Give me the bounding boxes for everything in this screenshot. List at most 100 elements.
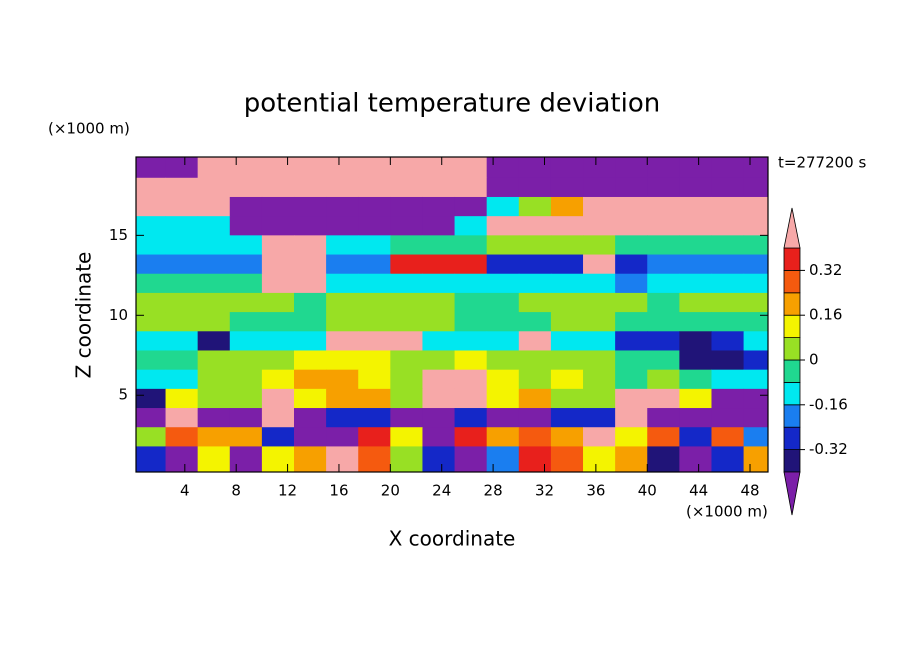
contour-cell (615, 427, 648, 447)
contour-cell (518, 331, 552, 351)
contour-cell (518, 446, 552, 472)
contour-cell (294, 177, 327, 198)
contour-cell (390, 216, 423, 236)
contour-cell (647, 427, 680, 447)
contour-cell (647, 177, 680, 198)
contour-cell (390, 254, 423, 275)
contour-cell (136, 388, 167, 409)
contour-cell (294, 254, 327, 275)
contour-cell (615, 312, 648, 332)
contour-cell (615, 331, 648, 351)
contour-cell (743, 312, 768, 332)
contour-cell (679, 254, 712, 275)
contour-cell (294, 312, 327, 332)
contour-cell (454, 331, 488, 351)
contour-cell (165, 350, 199, 371)
contour-cell (454, 446, 488, 472)
contour-cell (583, 235, 616, 256)
colorbar-tick-label: -0.16 (809, 395, 848, 413)
contour-cell (647, 196, 680, 217)
contour-cell (679, 408, 712, 428)
contour-cell (711, 157, 745, 179)
contour-cell (229, 331, 263, 351)
contour-cell (550, 408, 584, 428)
contour-cell (454, 292, 488, 313)
contour-cell (261, 157, 295, 179)
contour-cell (358, 369, 391, 390)
contour-cell (294, 369, 327, 390)
contour-cell (743, 408, 768, 428)
contour-cell (422, 350, 456, 371)
contour-cell (454, 157, 488, 179)
contour-cell (422, 235, 456, 256)
contour-cell (743, 273, 768, 294)
contour-cell (390, 177, 423, 198)
contour-cell (743, 292, 768, 313)
contour-cell (550, 446, 584, 472)
time-label: t=277200 s (778, 154, 866, 172)
contour-cell (326, 273, 359, 294)
contour-cell (647, 216, 680, 236)
x-tick-label: 44 (689, 482, 708, 500)
contour-cell (136, 427, 167, 447)
contour-cell (422, 254, 456, 275)
contour-cell (229, 292, 263, 313)
contour-cell (136, 235, 167, 256)
contour-cell (390, 196, 423, 217)
contour-cell (486, 331, 520, 351)
contour-cell (454, 350, 488, 371)
contour-cell (261, 408, 295, 428)
contour-cell (358, 216, 391, 236)
contour-cell (711, 312, 745, 332)
contour-cell (647, 292, 680, 313)
contour-cell (136, 350, 167, 371)
contour-cell (261, 331, 295, 351)
contour-cell (583, 369, 616, 390)
contour-cell (422, 273, 456, 294)
contour-cell (261, 254, 295, 275)
contour-cell (679, 235, 712, 256)
x-tick-label: 12 (278, 482, 297, 500)
contour-cell (518, 273, 552, 294)
contour-cell (390, 350, 423, 371)
contour-cell (647, 388, 680, 409)
contour-cell (136, 408, 167, 428)
contour-cell (390, 235, 423, 256)
contour-cell (197, 254, 231, 275)
contour-cell (326, 235, 359, 256)
contour-cell (390, 312, 423, 332)
contour-cell (583, 177, 616, 198)
colorbar-segment (783, 381, 801, 406)
contour-cell (454, 254, 488, 275)
contour-cell (583, 292, 616, 313)
contour-cell (422, 292, 456, 313)
contour-cell (165, 157, 199, 179)
contour-cell (165, 427, 199, 447)
contour-cell (197, 446, 231, 472)
contour-cell (390, 292, 423, 313)
contour-cell (358, 427, 391, 447)
y-tick-label: 5 (118, 386, 128, 404)
contour-cell (743, 196, 768, 217)
contour-cell (679, 216, 712, 236)
contour-cell (165, 369, 199, 390)
contour-cell (229, 446, 263, 472)
contour-cell (261, 350, 295, 371)
contour-cell (229, 388, 263, 409)
contour-cell (454, 388, 488, 409)
contour-cell (711, 177, 745, 198)
contour-cell (261, 196, 295, 217)
colorbar-segment (783, 337, 801, 361)
contour-cell (136, 177, 167, 198)
contour-cell (229, 235, 263, 256)
contour-cell (518, 177, 552, 198)
contour-cell (615, 292, 648, 313)
contour-cell (326, 350, 359, 371)
contour-cell (294, 157, 327, 179)
contour-cell (261, 235, 295, 256)
contour-cell (136, 196, 167, 217)
contour-cell (261, 388, 295, 409)
contour-cell (294, 273, 327, 294)
contour-cell (550, 312, 584, 332)
contour-cell (647, 157, 680, 179)
